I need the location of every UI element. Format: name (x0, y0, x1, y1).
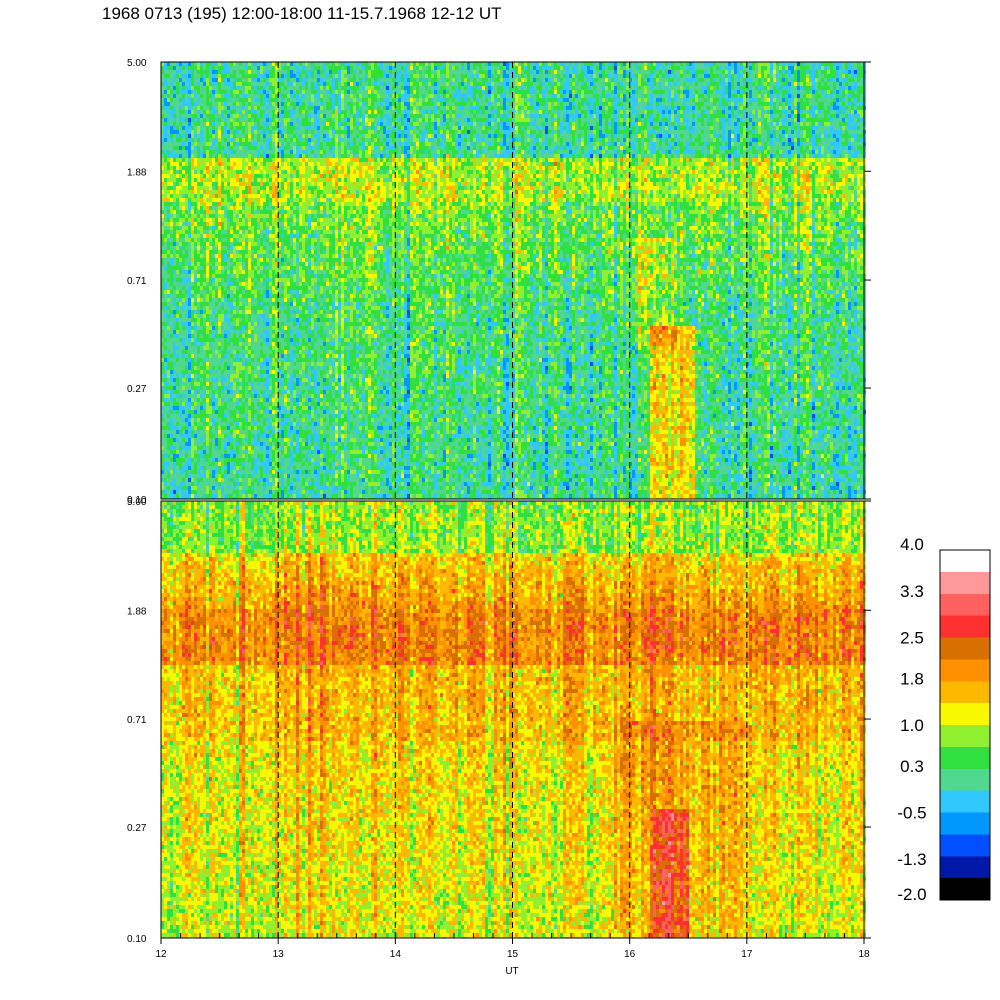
y-tick-label: 5.00 (127, 497, 147, 508)
colorbar (939, 549, 991, 901)
axis-ticks (160, 61, 871, 944)
y-tick-label: 5.00 (127, 58, 147, 69)
colorbar-segment (940, 593, 990, 616)
hour-divider-lines (277, 62, 748, 938)
y-tick-label: 1.88 (127, 167, 147, 178)
colorbar-segment (940, 571, 990, 594)
colorbar-label: 3.3 (900, 582, 924, 601)
x-tick-label: 17 (741, 949, 753, 960)
colorbar-segment (940, 878, 990, 900)
colorbar-labels: 4.0 3.3 2.5 1.8 1.0 0.3 -0.5 -1.3 -2.0 (897, 535, 926, 904)
y-tick-label: 0.71 (127, 276, 147, 287)
colorbar-label: 4.0 (900, 535, 924, 554)
colorbar-segment (940, 812, 990, 835)
colorbar-segment (940, 834, 990, 857)
chart-title: 1968 0713 (195) 12:00-18:00 11-15.7.1968… (102, 4, 501, 24)
colorbar-segment (940, 703, 990, 725)
y-tick-label: 0.10 (127, 495, 147, 506)
x-tick-label: 12 (155, 949, 167, 960)
colorbar-label: 2.5 (900, 629, 924, 648)
colorbar-label: 1.8 (900, 669, 924, 688)
lower-spectrogram-panel (161, 501, 866, 938)
x-tick-label: 16 (624, 949, 636, 960)
colorbar-label: 1.0 (900, 716, 924, 735)
x-axis-tick-labels: 12 13 14 15 16 17 18 (155, 949, 870, 960)
colorbar-segment (940, 681, 990, 704)
upper-spectrogram-panel (161, 62, 866, 499)
colorbar-segment (940, 550, 990, 572)
y-tick-label: 0.27 (127, 384, 147, 395)
colorbar-segment (940, 768, 990, 791)
y-tick-label: 0.27 (127, 823, 147, 834)
colorbar-segment (940, 790, 990, 813)
y-tick-label: 0.10 (127, 934, 147, 945)
x-tick-label: 18 (858, 949, 870, 960)
colorbar-label: -1.3 (897, 850, 926, 869)
x-axis-label: UT (505, 966, 518, 977)
y-axis-tick-labels: 5.001.880.710.270.105.001.880.710.270.10 (127, 58, 147, 945)
colorbar-label: 0.3 (900, 757, 924, 776)
colorbar-segment (940, 659, 990, 682)
colorbar-segment (940, 725, 990, 747)
colorbar-label: -0.5 (897, 804, 926, 823)
x-tick-label: 15 (507, 949, 519, 960)
x-tick-label: 13 (273, 949, 285, 960)
y-tick-label: 0.71 (127, 715, 147, 726)
y-tick-label: 1.88 (127, 606, 147, 617)
colorbar-label: -2.0 (897, 885, 926, 904)
colorbar-segment (940, 746, 990, 769)
colorbar-segment (940, 856, 990, 879)
colorbar-segment (940, 615, 990, 638)
x-tick-label: 14 (390, 949, 402, 960)
colorbar-segment (940, 637, 990, 660)
